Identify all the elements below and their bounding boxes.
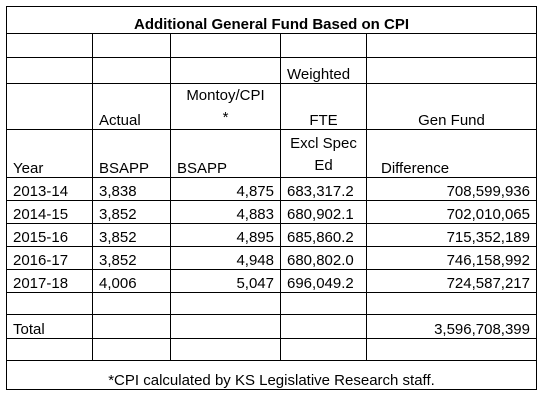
cpi-fund-table: Additional General Fund Based on CPI Wei… bbox=[6, 6, 537, 390]
year-cell: 2014-15 bbox=[6, 200, 93, 224]
actual-cell: 3,852 bbox=[92, 200, 171, 224]
fte-cell: 685,860.2 bbox=[280, 223, 367, 247]
header-montoy: Montoy/CPI * bbox=[170, 83, 281, 130]
header-excl-spec: Excl Spec bbox=[290, 135, 357, 152]
montoy-cell: 4,948 bbox=[170, 246, 281, 270]
actual-cell: 3,852 bbox=[92, 246, 171, 270]
blank-row bbox=[6, 292, 537, 315]
actual-cell: 4,006 bbox=[92, 269, 171, 293]
table-row: 2015-16 3,852 4,895 685,860.2 715,352,18… bbox=[6, 223, 537, 247]
blank-row bbox=[6, 33, 537, 58]
difference-cell: 746,158,992 bbox=[366, 246, 537, 270]
header-difference-label: Difference bbox=[381, 160, 450, 177]
montoy-cell: 4,883 bbox=[170, 200, 281, 224]
header-actual: Actual bbox=[92, 83, 171, 130]
table-title: Additional General Fund Based on CPI bbox=[6, 6, 537, 34]
footnote: *CPI calculated by KS Legislative Resear… bbox=[6, 360, 537, 390]
year-cell: 2016-17 bbox=[6, 246, 93, 270]
actual-cell: 3,852 bbox=[92, 223, 171, 247]
total-value: 3,596,708,399 bbox=[366, 314, 537, 339]
header-difference: Difference bbox=[366, 129, 537, 178]
difference-cell: 715,352,189 bbox=[366, 223, 537, 247]
montoy-cell: 4,875 bbox=[170, 177, 281, 201]
header-bsapp-actual: BSAPP bbox=[92, 129, 171, 178]
footnote-row: *CPI calculated by KS Legislative Resear… bbox=[6, 360, 537, 390]
difference-cell: 702,010,065 bbox=[366, 200, 537, 224]
difference-cell: 708,599,936 bbox=[366, 177, 537, 201]
header-bsapp-montoy: BSAPP bbox=[170, 129, 281, 178]
table-row: 2017-18 4,006 5,047 696,049.2 724,587,21… bbox=[6, 269, 537, 293]
table-row: 2013-14 3,838 4,875 683,317.2 708,599,93… bbox=[6, 177, 537, 201]
header-ed: Ed bbox=[314, 157, 333, 174]
montoy-cell: 4,895 bbox=[170, 223, 281, 247]
total-label: Total bbox=[6, 314, 93, 339]
header-year: Year bbox=[6, 129, 93, 178]
blank-row bbox=[6, 338, 537, 361]
header-row-main: Actual Montoy/CPI * FTE Gen Fund bbox=[6, 83, 537, 130]
header-excl-spec-ed: Excl Spec Ed bbox=[280, 129, 367, 178]
fte-cell: 680,802.0 bbox=[280, 246, 367, 270]
header-row-sub: Year BSAPP BSAPP Excl Spec Ed Difference bbox=[6, 129, 537, 178]
header-fte: FTE bbox=[280, 83, 367, 130]
total-row: Total 3,596,708,399 bbox=[6, 314, 537, 339]
table-row: 2016-17 3,852 4,948 680,802.0 746,158,99… bbox=[6, 246, 537, 270]
montoy-cell: 5,047 bbox=[170, 269, 281, 293]
header-montoy-label: Montoy/CPI bbox=[186, 87, 265, 104]
header-montoy-star: * bbox=[222, 109, 229, 126]
fte-cell: 683,317.2 bbox=[280, 177, 367, 201]
year-cell: 2015-16 bbox=[6, 223, 93, 247]
fte-cell: 696,049.2 bbox=[280, 269, 367, 293]
fte-cell: 680,902.1 bbox=[280, 200, 367, 224]
header-row-weighted: Weighted bbox=[6, 57, 537, 84]
actual-cell: 3,838 bbox=[92, 177, 171, 201]
table-row: 2014-15 3,852 4,883 680,902.1 702,010,06… bbox=[6, 200, 537, 224]
header-gen-fund: Gen Fund bbox=[366, 83, 537, 130]
difference-cell: 724,587,217 bbox=[366, 269, 537, 293]
title-row: Additional General Fund Based on CPI bbox=[6, 6, 537, 34]
year-cell: 2017-18 bbox=[6, 269, 93, 293]
header-weighted: Weighted bbox=[280, 57, 367, 84]
year-cell: 2013-14 bbox=[6, 177, 93, 201]
